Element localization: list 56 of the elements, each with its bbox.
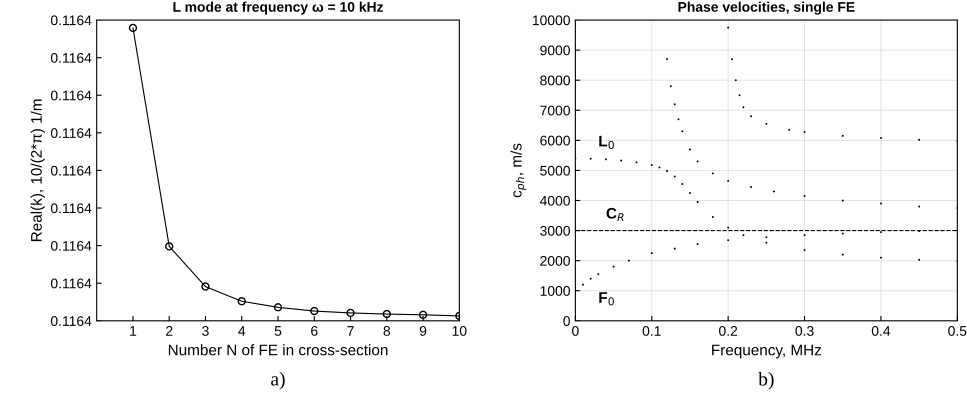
x-tick-label: 6	[311, 326, 318, 336]
point	[310, 306, 318, 316]
x-tick-label: 2	[166, 326, 172, 336]
y-tick-label: 0.1164	[50, 128, 92, 138]
y-tick-label: 8000	[540, 76, 570, 86]
x-tick-label: 7	[347, 326, 354, 336]
y-tick-label: 0.1164	[50, 316, 92, 326]
point	[382, 310, 391, 318]
y-tick-label: 0.1164	[50, 52, 92, 63]
point	[418, 310, 428, 319]
y-tick-label: 1000	[540, 286, 570, 296]
text: b)	[758, 372, 774, 390]
y-tick-label: 0.1164	[50, 15, 92, 26]
annotation: F$_{0}$	[599, 292, 614, 306]
point	[165, 242, 174, 251]
x-tick-label: 3	[202, 326, 209, 336]
x-axis-title: Number N of FE in cross-section	[168, 344, 388, 356]
y-tick-label: 9000	[540, 45, 570, 56]
x-tick-label: 0.5	[948, 326, 966, 336]
x-tick-label: 0.4	[872, 326, 890, 336]
x-tick-label: 0	[572, 326, 579, 336]
point	[238, 297, 246, 306]
y-tick-label: 3000	[540, 226, 570, 236]
x-tick-label: 0.1	[642, 326, 661, 336]
x-tick-label: 0.3	[795, 326, 814, 336]
point	[201, 282, 210, 291]
y-tick-label: 5000	[540, 166, 570, 176]
x-tick-label: 4	[238, 326, 246, 336]
text: a)	[271, 372, 285, 390]
x-tick-label: 1	[130, 326, 136, 336]
x-tick-label: 5	[274, 326, 282, 336]
y-tick-label: 10000	[532, 15, 570, 26]
y-tick-label: 0.1164	[50, 203, 92, 214]
y-axis-title: c$_{ph}$, m/s	[510, 144, 526, 198]
x-axis-title: Frequency, MHz	[712, 344, 822, 358]
y-tick-label: 0.1164	[50, 278, 92, 288]
y-tick-label: 0.1164	[50, 90, 92, 100]
point	[346, 308, 355, 318]
y-tick-label: 0	[563, 316, 570, 326]
y-tick-label: 0.1164	[50, 240, 92, 251]
ref-line-label: C$_{R}$	[606, 208, 624, 222]
x-tick-label: 0.2	[719, 326, 738, 336]
point	[128, 24, 138, 32]
chart-title: Phase velocities, single FE	[678, 2, 855, 15]
x-tick-label: 8	[384, 326, 390, 336]
y-tick-label: 2000	[540, 256, 570, 266]
point	[274, 303, 282, 312]
y-tick-label: 0.1164	[50, 166, 92, 176]
x-tick-label: 10	[452, 326, 467, 336]
y-tick-label: 7000	[540, 106, 570, 116]
chart-title: L mode at frequency ω = 10 kHz	[173, 2, 384, 15]
x-tick-label: 9	[420, 326, 426, 336]
y-tick-label: 6000	[540, 136, 570, 146]
y-tick-label: 4000	[540, 196, 570, 206]
y-axis-title: Real(k), 10/(2*π) 1/m	[30, 100, 45, 242]
annotation: L$_{0}$	[599, 136, 614, 149]
